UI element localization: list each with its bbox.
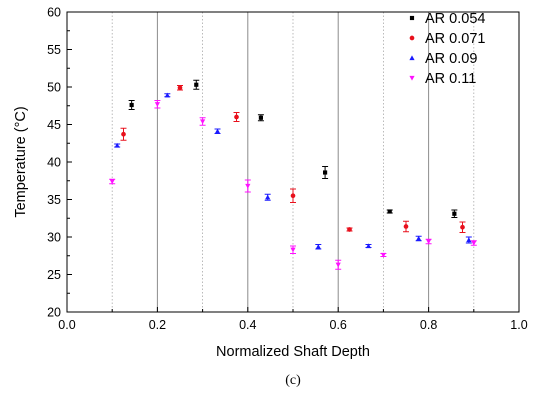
- data-point: [416, 235, 422, 241]
- y-tick-label: 30: [47, 231, 61, 245]
- x-tick-label: 0.2: [149, 318, 166, 332]
- x-tick-label: 1.0: [510, 318, 527, 332]
- series-2: [114, 92, 472, 250]
- data-point: [315, 244, 321, 249]
- data-point: [164, 92, 170, 98]
- legend-label: AR 0.09: [425, 51, 477, 67]
- x-tick-label: 0.6: [330, 318, 347, 332]
- data-point: [290, 193, 296, 199]
- legend-marker: [409, 35, 415, 41]
- data-point: [109, 179, 115, 185]
- data-points: [109, 79, 477, 270]
- x-tick-label: 0.0: [58, 318, 75, 332]
- legend-label: AR 0.071: [425, 31, 485, 47]
- data-point: [234, 114, 239, 120]
- data-point: [245, 183, 251, 189]
- series-3: [109, 100, 477, 270]
- data-point: [466, 237, 472, 243]
- data-point: [323, 170, 328, 175]
- data-point: [194, 82, 199, 87]
- data-point: [154, 102, 160, 107]
- legend-label: AR 0.054: [425, 11, 485, 27]
- data-point: [114, 142, 120, 148]
- legend: AR 0.054 AR 0.071 AR 0.09 AR 0.11: [409, 11, 485, 87]
- legend-marker: [409, 55, 415, 61]
- y-tick-label: 60: [47, 6, 61, 20]
- y-tick-label: 50: [47, 81, 61, 95]
- data-point: [380, 252, 386, 258]
- y-tick-label: 25: [47, 268, 61, 282]
- series-1: [120, 85, 466, 233]
- data-point: [347, 227, 352, 232]
- data-point: [214, 128, 221, 134]
- legend-marker: [409, 15, 415, 21]
- legend-label: AR 0.11: [425, 71, 476, 87]
- data-point: [452, 211, 457, 216]
- y-tick-label: 55: [47, 43, 61, 57]
- y-tick-label: 45: [47, 118, 61, 132]
- data-point: [387, 209, 392, 214]
- legend-marker: [409, 75, 415, 81]
- data-point: [365, 243, 372, 249]
- y-tick-label: 20: [47, 306, 61, 320]
- data-point: [258, 115, 263, 120]
- y-tick-label: 40: [47, 156, 61, 170]
- y-tick-label: 35: [47, 193, 61, 207]
- x-tick-label: 0.4: [239, 318, 256, 332]
- data-point: [177, 85, 183, 91]
- y-axis-title: Temperature (°C): [13, 106, 29, 217]
- figure-caption: (c): [285, 373, 301, 388]
- data-point: [426, 239, 432, 245]
- data-point: [335, 262, 341, 268]
- data-point: [200, 119, 206, 125]
- grid-lines: [111, 12, 475, 312]
- data-point: [403, 224, 409, 229]
- data-point: [290, 247, 296, 253]
- series-0: [128, 79, 458, 218]
- x-axis-title: Normalized Shaft Depth: [216, 344, 370, 360]
- axes: 0.0 0.2 0.4 0.6 0.8 1.0 20 25 30 35 40 45 50 55 60: [47, 6, 528, 333]
- data-point: [471, 240, 477, 246]
- x-tick-label: 0.8: [420, 318, 437, 332]
- data-point: [121, 131, 126, 137]
- data-point: [129, 102, 134, 108]
- data-point: [460, 224, 465, 230]
- data-point: [265, 194, 271, 200]
